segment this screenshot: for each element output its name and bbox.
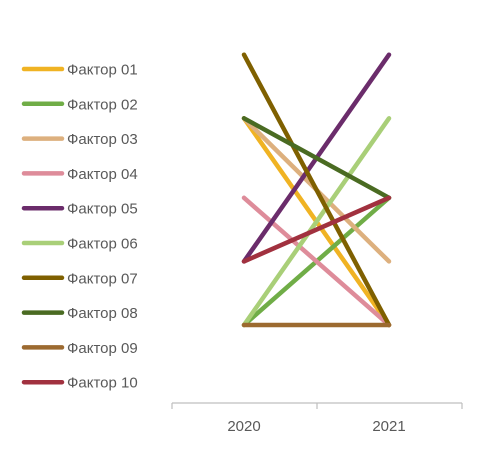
plot-area xyxy=(241,52,392,328)
legend-label: Фактор 04 xyxy=(67,166,138,183)
legend-item: Фактор 04 xyxy=(21,166,138,183)
series-line-4 xyxy=(241,195,392,328)
x-tick-label: 2021 xyxy=(372,418,405,435)
legend-item: Фактор 06 xyxy=(21,236,138,253)
legend-label: Фактор 06 xyxy=(67,236,138,253)
legend-item: Фактор 08 xyxy=(21,305,138,322)
legend-item: Фактор 03 xyxy=(21,131,138,148)
series-line-7 xyxy=(241,52,392,328)
legend-label: Фактор 10 xyxy=(67,375,138,392)
legend-label: Фактор 08 xyxy=(67,305,138,322)
series-line-10 xyxy=(241,195,392,264)
legend-item: Фактор 02 xyxy=(21,96,138,113)
legend-label: Фактор 01 xyxy=(67,62,138,79)
x-tick-label: 2020 xyxy=(227,418,260,435)
legend-item: Фактор 07 xyxy=(21,270,138,287)
legend-label: Фактор 03 xyxy=(67,131,138,148)
legend-label: Фактор 09 xyxy=(67,340,138,357)
legend-item: Фактор 10 xyxy=(21,375,138,392)
x-axis: 2020 2021 xyxy=(171,402,463,435)
series-line-8 xyxy=(241,116,392,201)
legend: Фактор 01 Фактор 02 Фактор 03 Фактор 04 Факт… xyxy=(21,62,138,392)
legend-item: Фактор 05 xyxy=(21,201,138,218)
legend-item: Фактор 09 xyxy=(21,340,138,357)
legend-label: Фактор 02 xyxy=(67,96,138,113)
legend-item: Фактор 01 xyxy=(21,62,138,79)
legend-label: Фактор 07 xyxy=(67,270,138,287)
legend-label: Фактор 05 xyxy=(67,201,138,218)
series-line-6 xyxy=(241,116,392,328)
